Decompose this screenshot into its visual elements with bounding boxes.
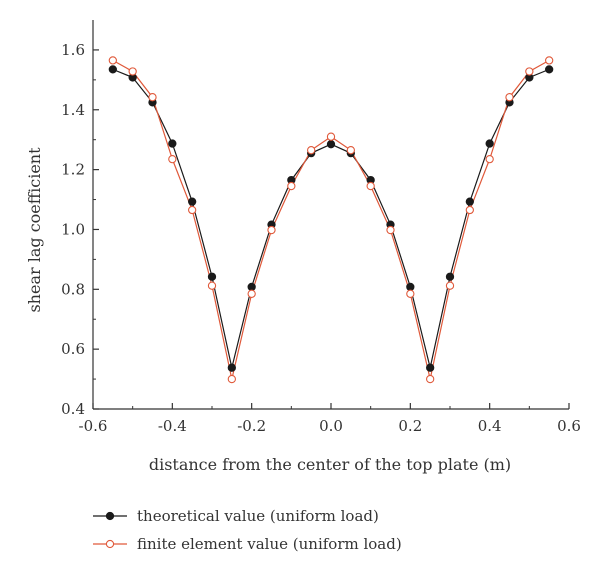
series-1-point bbox=[485, 139, 494, 148]
x-tick-label: 0.0 bbox=[319, 417, 343, 435]
x-tick-label: -0.2 bbox=[237, 417, 266, 435]
y-tick-label: 1.0 bbox=[61, 220, 85, 238]
x-tick-label: 0.2 bbox=[398, 417, 422, 435]
series-2-point bbox=[505, 93, 514, 102]
y-tick-label: 0.6 bbox=[61, 340, 85, 358]
series-1-point bbox=[227, 363, 236, 372]
series-2-point bbox=[445, 281, 455, 290]
series-1-point bbox=[207, 272, 217, 281]
series-1-point bbox=[545, 65, 554, 74]
series-2-point bbox=[545, 56, 554, 65]
series-1-point bbox=[108, 65, 117, 74]
series-2-point bbox=[247, 289, 256, 298]
series-2-point bbox=[406, 289, 415, 298]
series-2-point bbox=[366, 181, 375, 191]
series-2-point bbox=[485, 154, 494, 164]
x-tick-label: -0.4 bbox=[158, 417, 187, 435]
y-tick-label: 0.8 bbox=[61, 280, 85, 298]
series-2-point bbox=[188, 205, 197, 215]
series-1-point bbox=[445, 272, 455, 281]
x-axis-label: distance from the center of the top plat… bbox=[149, 455, 511, 474]
legend: theoretical value (uniform load) finite e… bbox=[93, 507, 402, 553]
ticks: -0.6 -0.4 -0.2 0.0 0.2 0.4 0.6 0.4 0.6 0.8 1.0 1.2 1… bbox=[61, 41, 581, 435]
x-tick-label: 0.6 bbox=[557, 417, 581, 435]
series-1-point bbox=[247, 282, 256, 292]
legend-marker-2 bbox=[105, 539, 115, 549]
series-markers bbox=[108, 56, 554, 384]
series-1-point bbox=[326, 140, 336, 149]
series-1-point bbox=[465, 197, 474, 206]
y-tick-label: 1.4 bbox=[61, 101, 85, 119]
series-2-point bbox=[346, 146, 355, 155]
series-2-point bbox=[207, 281, 217, 290]
series-2-point bbox=[386, 225, 395, 235]
series-2-point bbox=[307, 146, 316, 155]
series-2-point bbox=[108, 56, 117, 65]
y-axis-label: shear lag coefficient bbox=[25, 147, 44, 313]
series-1-point bbox=[188, 197, 197, 206]
y-tick-label: 1.2 bbox=[61, 161, 85, 179]
series-2-point bbox=[168, 154, 177, 164]
series-2-point bbox=[227, 374, 236, 384]
legend-marker-1 bbox=[105, 511, 115, 521]
y-tick-label: 1.6 bbox=[61, 41, 85, 59]
series-1-point bbox=[406, 282, 415, 292]
series-line-1 bbox=[112, 68, 550, 368]
series-2-point bbox=[426, 374, 435, 384]
legend-label-2: finite element value (uniform load) bbox=[137, 535, 402, 553]
y-tick-label: 0.4 bbox=[61, 400, 85, 418]
series-2-point bbox=[326, 132, 336, 141]
series-2-point bbox=[525, 67, 534, 76]
axes bbox=[92, 20, 569, 410]
legend-label-1: theoretical value (uniform load) bbox=[137, 507, 379, 525]
series-lines bbox=[112, 59, 550, 380]
series-line-2 bbox=[112, 59, 550, 380]
series-1-point bbox=[168, 139, 177, 148]
series-1-point bbox=[426, 363, 435, 372]
series-2-point bbox=[465, 205, 474, 215]
series-2-point bbox=[287, 181, 296, 191]
series-2-point bbox=[128, 67, 137, 76]
x-tick-label: -0.6 bbox=[79, 417, 108, 435]
series-2-point bbox=[148, 93, 157, 102]
series-2-point bbox=[267, 225, 276, 235]
x-tick-label: 0.4 bbox=[478, 417, 502, 435]
